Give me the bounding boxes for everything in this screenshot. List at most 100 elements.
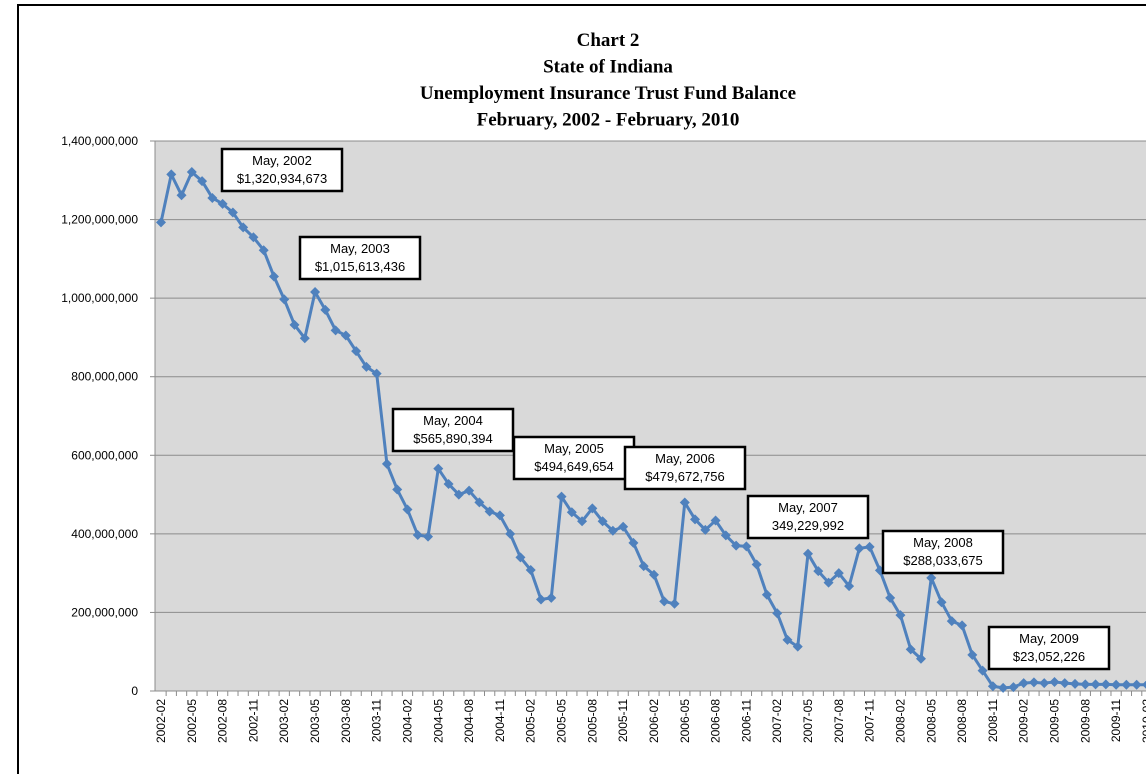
data-point bbox=[1100, 679, 1111, 690]
annotation-title: May, 2004 bbox=[423, 413, 483, 428]
data-point bbox=[700, 524, 711, 535]
data-point bbox=[587, 503, 598, 514]
annotation-title: May, 2003 bbox=[330, 241, 390, 256]
x-tick-label: 2004-08 bbox=[462, 699, 476, 743]
data-point bbox=[351, 346, 362, 357]
x-tick-label: 2003-05 bbox=[308, 699, 322, 743]
data-point bbox=[515, 552, 526, 563]
x-tick-label: 2005-08 bbox=[585, 699, 599, 743]
data-point bbox=[957, 620, 968, 631]
data-point bbox=[556, 491, 567, 502]
data-point bbox=[926, 572, 937, 583]
data-point bbox=[1039, 678, 1050, 689]
plot-area bbox=[155, 141, 1146, 691]
data-point bbox=[648, 569, 659, 580]
x-tick-label: 2010-02 bbox=[1140, 699, 1146, 743]
x-tick-label: 2006-11 bbox=[739, 699, 753, 742]
x-tick-label: 2009-08 bbox=[1078, 699, 1092, 743]
data-point bbox=[227, 207, 238, 218]
data-point bbox=[854, 543, 865, 554]
data-point bbox=[423, 531, 434, 542]
data-point bbox=[987, 681, 998, 692]
annotation-box bbox=[298, 235, 422, 281]
data-point bbox=[320, 304, 331, 315]
data-point bbox=[864, 541, 875, 552]
data-point bbox=[720, 530, 731, 541]
annotation-title: May, 2008 bbox=[913, 535, 973, 550]
data-point bbox=[392, 484, 403, 495]
data-point bbox=[361, 361, 372, 372]
data-point bbox=[1141, 680, 1146, 689]
data-point bbox=[1049, 676, 1060, 687]
data-point bbox=[1008, 682, 1019, 693]
x-tick-label: 2007-02 bbox=[770, 699, 784, 743]
data-point bbox=[905, 644, 916, 655]
x-tick-label: 2008-11 bbox=[986, 699, 1000, 742]
data-point bbox=[1080, 679, 1091, 690]
x-tick-label: 2004-11 bbox=[493, 699, 507, 742]
y-tick-label: 200,000,000 bbox=[71, 605, 138, 619]
data-point bbox=[823, 577, 834, 588]
x-tick-label: 2007-11 bbox=[863, 699, 877, 742]
data-point bbox=[258, 245, 269, 256]
x-tick-label: 2004-02 bbox=[400, 699, 414, 743]
annotation-title: May, 2002 bbox=[252, 153, 312, 168]
data-point bbox=[833, 568, 844, 579]
data-point bbox=[669, 598, 680, 609]
data-point bbox=[535, 594, 546, 605]
x-tick-label: 2003-11 bbox=[370, 699, 384, 742]
x-tick-label: 2002-02 bbox=[154, 699, 168, 743]
annotation-box bbox=[881, 529, 1005, 575]
data-point bbox=[998, 682, 1009, 693]
x-tick-label: 2002-11 bbox=[246, 699, 260, 742]
data-point bbox=[340, 330, 351, 341]
data-point bbox=[238, 222, 249, 233]
data-point bbox=[751, 559, 762, 570]
data-label: $23,052,226 bbox=[1013, 649, 1085, 664]
x-tick-label: 2009-05 bbox=[1047, 699, 1061, 743]
annotation-title: May, 2005 bbox=[544, 441, 604, 456]
data-point bbox=[156, 217, 166, 228]
data-point bbox=[1028, 677, 1039, 688]
x-tick-label: 2006-05 bbox=[678, 699, 692, 743]
data-point bbox=[915, 653, 926, 664]
x-tick-label: 2005-05 bbox=[555, 699, 569, 743]
annotation-title: May, 2009 bbox=[1019, 631, 1079, 646]
data-point bbox=[782, 634, 793, 645]
data-point bbox=[607, 525, 618, 536]
data-label: $288,033,675 bbox=[903, 553, 983, 568]
data-point bbox=[248, 232, 259, 243]
data-point bbox=[895, 610, 906, 621]
x-tick-label: 2002-08 bbox=[216, 699, 230, 743]
annotation-box bbox=[220, 147, 344, 193]
data-point bbox=[803, 548, 814, 559]
x-tick-label: 2003-08 bbox=[339, 699, 353, 743]
data-point bbox=[402, 504, 413, 515]
x-tick-label: 2008-08 bbox=[955, 699, 969, 743]
x-tick-label: 2002-05 bbox=[185, 699, 199, 743]
x-tick-label: 2008-05 bbox=[924, 699, 938, 743]
data-point bbox=[618, 521, 629, 532]
chart-title: Unemployment Insurance Trust Fund Balanc… bbox=[420, 83, 796, 104]
data-point bbox=[453, 489, 464, 500]
y-tick-label: 1,400,000,000 bbox=[61, 134, 138, 148]
data-point bbox=[741, 541, 752, 552]
data-point bbox=[967, 649, 978, 660]
data-point bbox=[628, 537, 639, 548]
data-point bbox=[1090, 679, 1101, 690]
data-point bbox=[381, 458, 392, 469]
x-tick-label: 2003-02 bbox=[277, 699, 291, 743]
data-point bbox=[433, 463, 444, 474]
data-label: $479,672,756 bbox=[645, 469, 725, 484]
data-point bbox=[659, 596, 670, 607]
data-point bbox=[679, 497, 690, 508]
data-point bbox=[1121, 679, 1132, 690]
data-point bbox=[885, 592, 896, 603]
data-point bbox=[638, 561, 649, 572]
x-tick-label: 2008-02 bbox=[893, 699, 907, 743]
data-point bbox=[217, 198, 228, 209]
data-point bbox=[977, 665, 988, 676]
chart-title: Chart 2 bbox=[577, 30, 640, 51]
data-point bbox=[166, 169, 177, 180]
data-point bbox=[792, 641, 803, 652]
